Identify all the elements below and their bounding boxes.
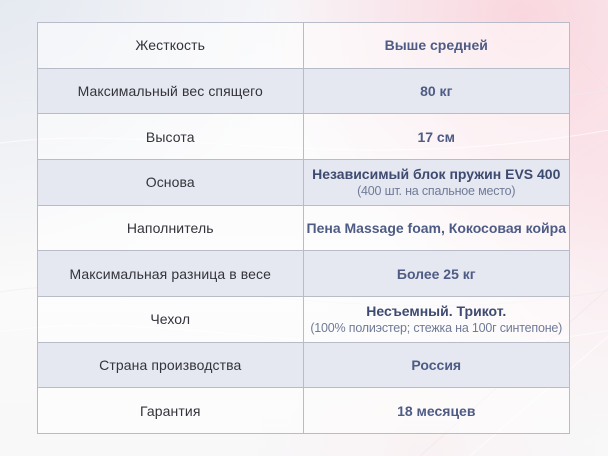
- table-row: Основа Независимый блок пружин EVS 400 (…: [38, 159, 569, 205]
- table-row: Максимальная разница в весе Более 25 кг: [38, 250, 570, 297]
- spec-value-text: Пена Massage foam, Кокосовая койра: [306, 220, 566, 237]
- spec-label: Гарантия: [38, 388, 304, 434]
- table-row: Высота 17 см: [38, 113, 570, 160]
- spec-value-text: Независимый блок пружин EVS 400: [312, 166, 561, 183]
- spec-value: Выше средней: [304, 23, 570, 68]
- spec-label: Основа: [38, 160, 304, 205]
- spec-value-note: (400 шт. на спальное место): [357, 184, 516, 199]
- table-row: Чехол Несъемный. Трикот. (100% полиэстер…: [38, 296, 569, 342]
- spec-label: Чехол: [38, 297, 304, 342]
- spec-value: Несъемный. Трикот. (100% полиэстер; стеж…: [304, 297, 570, 342]
- spec-value-text: Выше средней: [384, 37, 488, 54]
- spec-value: Независимый блок пружин EVS 400 (400 шт.…: [304, 160, 570, 205]
- spec-label: Жесткость: [38, 23, 304, 68]
- spec-label: Высота: [38, 114, 304, 160]
- spec-value-text: Более 25 кг: [396, 265, 476, 282]
- spec-value-text: 18 месяцев: [397, 402, 476, 419]
- spec-value: Пена Massage foam, Кокосовая койра: [304, 206, 570, 251]
- spec-value: 18 месяцев: [304, 388, 570, 433]
- spec-value: Россия: [304, 343, 570, 388]
- spec-value-text: Россия: [411, 357, 462, 374]
- spec-value: 80 кг: [304, 69, 570, 114]
- table-row: Наполнитель Пена Massage foam, Кокосовая…: [38, 204, 570, 251]
- spec-value: Более 25 кг: [304, 251, 570, 296]
- spec-value-note: (100% полиэстер; стежка на 100г синтепон…: [310, 321, 563, 336]
- specifications-table: Жесткость Выше средней Максимальный вес …: [37, 22, 570, 434]
- spec-label: Страна производства: [38, 342, 304, 388]
- spec-label: Максимальный вес спящего: [38, 68, 304, 114]
- spec-value-text: 17 см: [417, 128, 456, 145]
- spec-label: Максимальная разница в весе: [38, 251, 304, 297]
- table-row: Жесткость Выше средней: [38, 23, 569, 68]
- spec-label: Наполнитель: [38, 205, 304, 251]
- table-row: Максимальный вес спящего 80 кг: [38, 67, 570, 114]
- table-row: Страна производства Россия: [38, 341, 570, 388]
- spec-value: 17 см: [304, 114, 570, 159]
- spec-value-text: Несъемный. Трикот.: [366, 303, 507, 320]
- table-row: Гарантия 18 месяцев: [38, 387, 570, 434]
- spec-value-text: 80 кг: [420, 83, 453, 99]
